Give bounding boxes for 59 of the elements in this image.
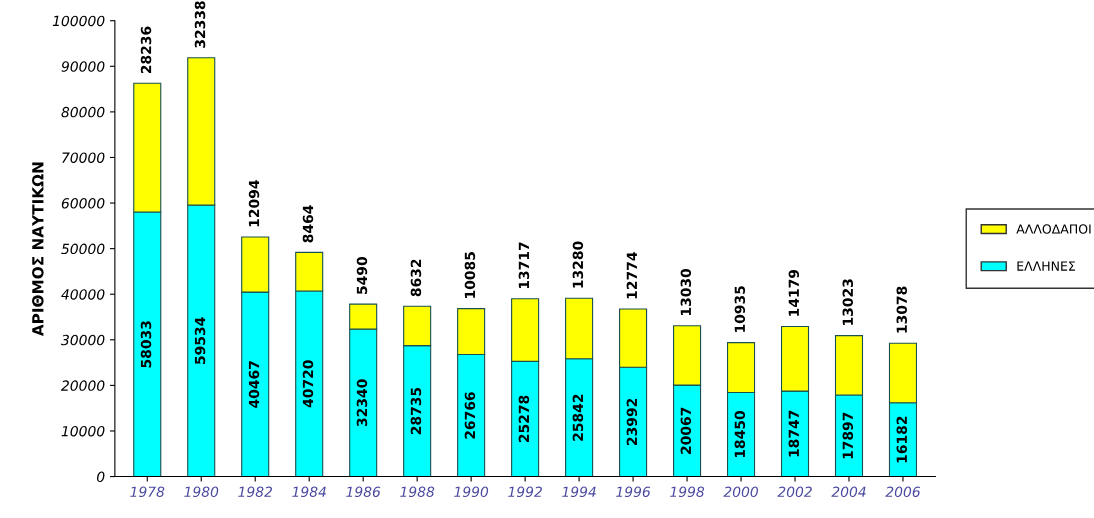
data-label: 5490 — [356, 257, 368, 294]
data-label: 16182 — [896, 416, 908, 463]
y-tick-label: 70000 — [62, 152, 105, 163]
data-label: 13280 — [572, 241, 584, 288]
y-tick-label: 100000 — [52, 15, 105, 27]
data-label: 8464 — [302, 205, 314, 243]
data-label: 40467 — [248, 361, 260, 408]
y-tick-label: 40000 — [61, 289, 105, 300]
data-label: 40720 — [302, 360, 314, 408]
x-tick-label: 1982 — [238, 486, 273, 498]
x-tick-label: 2000 — [723, 486, 759, 498]
y-tick-label: 50000 — [61, 243, 105, 255]
x-tick-label: 1994 — [562, 486, 596, 498]
x-tick-label: 1998 — [670, 486, 705, 498]
data-label: 59534 — [194, 317, 206, 364]
x-tick-label: 1980 — [184, 486, 219, 498]
x-tick-label: 1984 — [292, 486, 326, 498]
y-tick-label: 0 — [97, 471, 105, 483]
data-label: 13078 — [896, 286, 908, 333]
x-tick-label: 1992 — [508, 486, 542, 498]
y-tick-label: 20000 — [61, 380, 105, 391]
data-label: 18450 — [734, 411, 746, 458]
x-tick-label: 1978 — [130, 486, 165, 498]
data-label: 12094 — [248, 180, 260, 227]
data-label: 28236 — [140, 26, 152, 74]
data-label: 25278 — [518, 395, 530, 443]
x-tick-label: 1990 — [454, 486, 489, 498]
y-tick-label: 30000 — [60, 334, 105, 346]
data-label: 10085 — [464, 252, 476, 298]
data-label: 20067 — [680, 407, 692, 454]
data-label: 28735 — [410, 387, 422, 435]
x-tick-label: 2006 — [885, 486, 921, 498]
y-axis-title: ΑΡΙΘΜΟΣ ΝΑΥΤΙΚΩΝ — [32, 162, 44, 337]
data-label: 13030 — [680, 268, 692, 316]
data-label: 58033 — [140, 321, 152, 368]
y-tick-label: 90000 — [61, 61, 105, 72]
legend-label: ΑΛΛΟΔΑΠΟΙ — [1016, 224, 1091, 234]
data-label: 12774 — [626, 252, 637, 299]
x-tick-label: 1988 — [400, 486, 435, 498]
data-label: 25842 — [572, 394, 584, 441]
legend-label: ΕΛΛΗΝΕΣ — [1017, 261, 1075, 271]
data-label: 23992 — [626, 398, 638, 445]
data-label: 8632 — [410, 259, 422, 297]
data-label: 14179 — [788, 269, 800, 316]
data-label: 18747 — [788, 410, 800, 457]
data-label: 13023 — [842, 279, 854, 325]
x-tick-label: 2002 — [777, 486, 812, 498]
y-tick-label: 10000 — [61, 425, 105, 437]
x-tick-label: 2004 — [831, 486, 866, 498]
data-label: 17897 — [842, 412, 854, 459]
y-tick-label: 80000 — [61, 106, 105, 118]
data-label: 32340 — [356, 379, 368, 427]
data-label: 32338 — [194, 1, 206, 48]
x-tick-label: 1996 — [616, 486, 651, 498]
data-label: 26766 — [464, 392, 476, 439]
data-label: 10935 — [734, 286, 746, 332]
data-label: 13717 — [518, 242, 530, 289]
y-tick-label: 60000 — [61, 198, 105, 209]
x-tick-label: 1986 — [346, 486, 381, 498]
